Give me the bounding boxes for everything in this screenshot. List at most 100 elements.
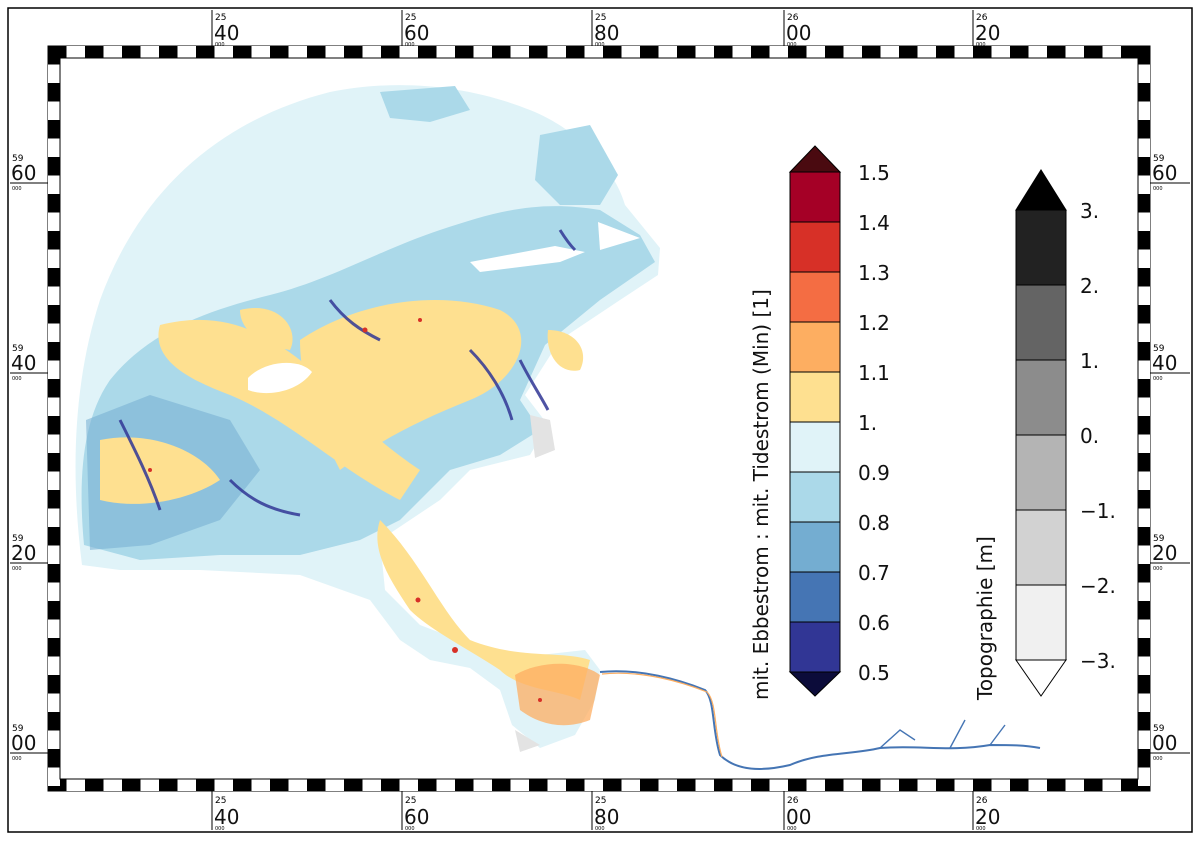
frame-segment (418, 779, 437, 791)
frame-segment (1138, 268, 1150, 287)
frame-segment (1065, 46, 1084, 58)
frame-segment (140, 46, 159, 58)
frame-segment (1138, 138, 1150, 157)
frame-segment (344, 779, 363, 791)
top-tick-sup: 25 (595, 13, 606, 23)
land-patch-1 (530, 415, 555, 458)
frame-segment (547, 779, 566, 791)
frame-segment (973, 46, 992, 58)
frame-segment (48, 157, 60, 176)
frame-segment (48, 490, 60, 509)
frame-segment (48, 268, 60, 287)
frame-segment (695, 779, 714, 791)
ratio-swatch (789, 571, 841, 623)
frame-segment (48, 656, 60, 675)
top-tick-main: 80 (594, 21, 619, 45)
top-tick-sup: 26 (976, 13, 988, 23)
frame-segment (473, 779, 492, 791)
frame-segment (48, 342, 60, 361)
frame-segment (547, 46, 566, 58)
frame-segment (917, 46, 936, 58)
ratio-tick-label: 0.9 (858, 461, 890, 485)
frame-segment (899, 779, 918, 791)
frame-segment (1138, 749, 1150, 768)
frame-segment (233, 46, 252, 58)
ratio-tick-label: 1.5 (858, 161, 890, 185)
frame-segment (695, 46, 714, 58)
ratio-tick-label: 1.1 (858, 361, 890, 385)
frame-segment (566, 46, 585, 58)
frame-segment (825, 779, 844, 791)
ratio-tick-label: 0.6 (858, 611, 890, 635)
frame-segment (362, 46, 381, 58)
frame-segment (954, 779, 973, 791)
frame-segment (788, 46, 807, 58)
frame-segment (307, 46, 326, 58)
dark-channels (118, 229, 577, 517)
frame-segment (1138, 730, 1150, 749)
ratio-colorbar: 1.5 1.4 1.3 1.2 1.1 1. 0.9 0.8 0.7 0.6 0.5 (788, 145, 890, 697)
frame-segment (862, 46, 881, 58)
frame-segment (436, 779, 455, 791)
frame-segment (584, 46, 603, 58)
frame-segment (843, 46, 862, 58)
frame-segment (48, 416, 60, 435)
frame-segment (48, 138, 60, 157)
frame-segment (640, 779, 659, 791)
bottom-tick-sup: 26 (976, 796, 988, 806)
ratio-tick-label: 1.3 (858, 261, 890, 285)
frame-segment (362, 779, 381, 791)
ratio-tick-label: 1. (858, 411, 877, 435)
left-tick-sub: 000 (12, 566, 22, 572)
bottom-tick-sub: 000 (976, 826, 986, 832)
frame-segment (714, 779, 733, 791)
frame-segment (48, 83, 60, 102)
frame-segment (621, 779, 640, 791)
topography-tick-label: 1. (1080, 349, 1099, 373)
topography-swatch (1015, 509, 1067, 586)
top-tick-sub: 000 (405, 42, 415, 48)
frame-segment (48, 527, 60, 546)
topography-tick-label: −1. (1080, 499, 1116, 523)
frame-segment (1065, 779, 1084, 791)
top-tick-sup: 26 (787, 13, 799, 23)
frame-segment (806, 779, 825, 791)
frame-segment (1138, 286, 1150, 305)
top-tick-sup: 25 (405, 13, 416, 23)
frame-segment (1138, 175, 1150, 194)
frame-segment (917, 779, 936, 791)
ratio-swatch (789, 471, 841, 523)
right-tick-sup: 59 (1153, 724, 1165, 734)
sand-bank-5 (547, 330, 584, 371)
topography-colorbar: 3. 2. 1. 0. −1. −2. −3. (1015, 169, 1116, 697)
frame-segment (48, 582, 60, 601)
frame-segment (288, 46, 307, 58)
bottom-tick-sub: 000 (405, 826, 415, 832)
frame-segment (1121, 779, 1140, 791)
frame-segment (214, 779, 233, 791)
frame-segment (48, 46, 60, 65)
ratio-swatch (789, 271, 841, 323)
left-tick-sub: 000 (12, 186, 22, 192)
ratio-legend: mit. Ebbestrom : mit. Tidestrom (Min) [1… (749, 145, 890, 700)
map-border (59, 57, 1139, 780)
ratio-swatch (789, 421, 841, 473)
frame-segment (529, 779, 548, 791)
frame-segment (140, 779, 159, 791)
frame-segment (1138, 416, 1150, 435)
frame-segment (48, 323, 60, 342)
right-tick-main: 00 (1152, 731, 1177, 755)
frame-segment (48, 120, 60, 139)
frame-segment (381, 46, 400, 58)
frame-segment (48, 693, 60, 712)
topography-swatch (1015, 209, 1067, 286)
frame-segment (1138, 693, 1150, 712)
frame-segment (1084, 779, 1103, 791)
frame-segment (1138, 564, 1150, 583)
frame-segment (1138, 508, 1150, 527)
frame-segment (48, 64, 60, 83)
frame-segment (1138, 767, 1150, 786)
frame-segment (677, 779, 696, 791)
frame-segment (880, 779, 899, 791)
